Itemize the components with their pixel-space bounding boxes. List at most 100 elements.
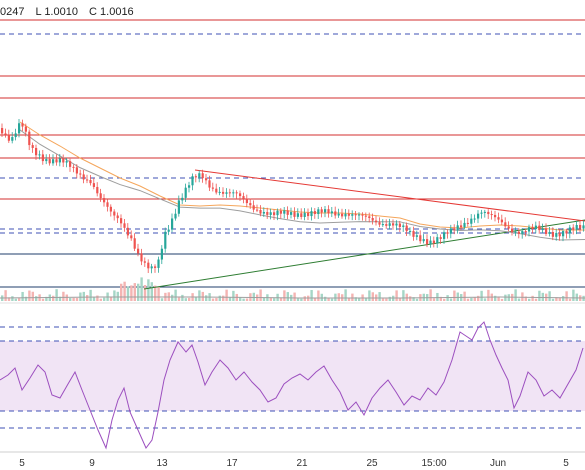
candle-body — [86, 179, 89, 181]
volume-bar — [14, 298, 17, 301]
candle-body — [449, 228, 452, 234]
candle-body — [259, 210, 262, 214]
candle-body — [296, 213, 299, 217]
volume-bars — [0, 277, 585, 301]
candle-body — [79, 173, 82, 175]
candle-body — [198, 173, 201, 178]
volume-bar — [239, 297, 242, 301]
volume-bar — [69, 297, 72, 301]
volume-bar — [86, 295, 89, 301]
volume-bar — [259, 289, 262, 301]
volume-bar — [300, 298, 303, 301]
candle-body — [201, 173, 204, 179]
candle-body — [279, 210, 282, 214]
candle-body — [320, 209, 323, 213]
volume-bar — [62, 291, 65, 301]
volume-bar — [443, 298, 446, 301]
volume-bar — [575, 293, 578, 301]
candle-body — [541, 228, 544, 231]
candle-body — [341, 213, 344, 217]
candle-body — [72, 166, 75, 168]
volume-bar — [130, 285, 133, 301]
volume-bar — [453, 290, 456, 301]
volume-bar — [568, 298, 572, 301]
volume-bar — [310, 289, 313, 301]
candle-body — [116, 215, 119, 219]
volume-bar — [538, 290, 541, 301]
volume-bar — [470, 297, 473, 301]
candle-body — [538, 225, 541, 231]
candle-body — [208, 180, 211, 188]
candle-body — [439, 237, 442, 239]
volume-bar — [21, 291, 24, 301]
candle-body — [133, 238, 136, 249]
candle-body — [89, 180, 92, 184]
volume-bar — [466, 298, 470, 301]
volume-bar — [103, 297, 106, 301]
candle-body — [69, 161, 72, 167]
volume-bar — [562, 296, 565, 301]
candle-body — [286, 210, 289, 215]
candle-body — [150, 266, 153, 269]
x-tick-label: 5 — [563, 458, 569, 469]
volume-bar — [262, 297, 266, 301]
volume-bar — [7, 297, 11, 301]
candle-body — [215, 188, 218, 193]
candle-body — [106, 202, 109, 207]
candle-body — [130, 235, 133, 239]
volume-bar — [177, 297, 181, 301]
volume-bar — [534, 298, 538, 301]
volume-bar — [4, 290, 7, 301]
volume-bar — [358, 298, 361, 301]
candle-body — [48, 159, 51, 164]
volume-bar — [555, 297, 558, 301]
volume-bar — [194, 297, 198, 301]
candle-body — [517, 231, 520, 234]
candle-body — [456, 225, 459, 231]
volume-bar — [109, 297, 113, 301]
candle-body — [211, 187, 214, 189]
candle-body — [24, 126, 27, 132]
candle-body — [21, 123, 24, 127]
volume-bar — [337, 293, 340, 301]
volume-bar — [313, 297, 317, 301]
volume-bar — [45, 296, 48, 301]
volume-bar — [41, 298, 45, 301]
candle-body — [558, 232, 561, 237]
candle-body — [514, 231, 517, 233]
candle-body — [453, 228, 456, 231]
candle-body — [388, 223, 391, 226]
volume-bar — [273, 298, 276, 301]
candle-body — [293, 212, 296, 217]
candle-body — [419, 235, 422, 242]
candle-body — [392, 223, 395, 226]
volume-bar — [398, 298, 402, 301]
candle-body — [470, 218, 473, 224]
candle-body — [572, 227, 575, 230]
volume-bar — [415, 298, 419, 301]
candle-body — [582, 225, 585, 229]
candle-body — [490, 214, 493, 216]
volume-bar — [24, 296, 28, 301]
candle-body — [262, 211, 265, 214]
rsi-line — [0, 321, 584, 450]
volume-bar — [456, 292, 459, 301]
volume-bar — [324, 296, 327, 301]
volume-bar — [449, 298, 453, 301]
volume-bar — [82, 291, 85, 301]
candle-body — [460, 225, 463, 228]
candle-body — [154, 266, 157, 268]
volume-bar — [75, 297, 79, 301]
candle-body — [429, 240, 432, 245]
candle-body — [225, 192, 228, 194]
volume-bar — [174, 289, 177, 301]
volume-bar — [52, 295, 55, 301]
x-tick-label: 21 — [296, 458, 308, 469]
volume-bar — [320, 293, 323, 301]
volume-bar — [137, 283, 140, 301]
candle-body — [385, 224, 388, 226]
volume-bar — [181, 294, 184, 301]
volume-bar — [504, 294, 507, 301]
